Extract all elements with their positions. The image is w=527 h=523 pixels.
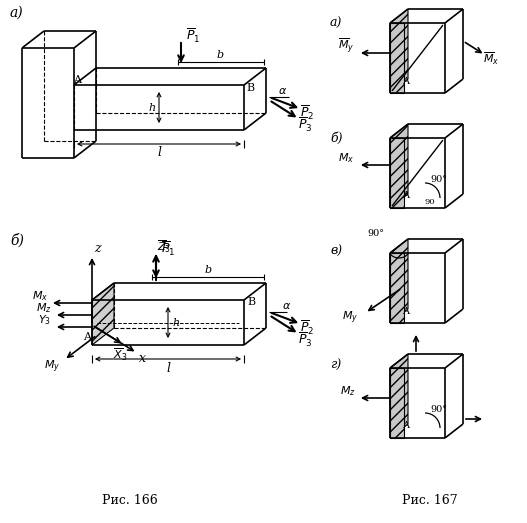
Text: $\overline{X}_3$: $\overline{X}_3$ — [113, 347, 127, 363]
Text: z: z — [94, 243, 100, 256]
Text: A: A — [403, 76, 409, 85]
Text: B: B — [247, 297, 255, 307]
Polygon shape — [390, 368, 404, 438]
Text: l: l — [166, 361, 170, 374]
Polygon shape — [92, 283, 114, 345]
Text: A: A — [403, 191, 409, 200]
Text: $\overline{Z}_3$: $\overline{Z}_3$ — [157, 238, 171, 255]
Text: $\overline{P}_2$: $\overline{P}_2$ — [300, 319, 314, 337]
Text: b: b — [204, 265, 211, 275]
Text: $M_x$: $M_x$ — [338, 151, 354, 165]
Text: б): б) — [10, 234, 24, 248]
Text: l: l — [157, 146, 161, 160]
Text: $\overline{P}_3$: $\overline{P}_3$ — [298, 331, 313, 349]
Text: A: A — [83, 332, 91, 342]
Polygon shape — [390, 138, 404, 208]
Polygon shape — [390, 239, 408, 323]
Text: x: x — [139, 351, 145, 365]
Text: h: h — [149, 103, 155, 113]
Polygon shape — [390, 354, 408, 438]
Polygon shape — [390, 23, 404, 93]
Text: $M_z$: $M_z$ — [340, 384, 356, 398]
Text: B: B — [246, 83, 254, 93]
Text: 90: 90 — [425, 198, 435, 206]
Text: 90°: 90° — [431, 176, 447, 185]
Text: г): г) — [330, 358, 341, 371]
Text: $M_z$: $M_z$ — [36, 301, 52, 315]
Text: 90°: 90° — [431, 405, 447, 415]
Text: 90°: 90° — [367, 230, 385, 238]
Text: $Y_3$: $Y_3$ — [38, 313, 52, 327]
Text: $\alpha$: $\alpha$ — [278, 86, 288, 96]
Polygon shape — [390, 253, 404, 323]
Text: A: A — [403, 422, 409, 430]
Text: $\overline{P}_2$: $\overline{P}_2$ — [300, 104, 314, 122]
Polygon shape — [390, 9, 408, 93]
Polygon shape — [390, 124, 408, 208]
Text: $\overline{P}_3$: $\overline{P}_3$ — [298, 116, 313, 134]
Text: Рис. 166: Рис. 166 — [102, 495, 158, 507]
Text: $\alpha$: $\alpha$ — [282, 301, 291, 311]
Text: $\overline{M}_x$: $\overline{M}_x$ — [483, 51, 499, 67]
Text: h: h — [172, 318, 180, 328]
Text: а): а) — [330, 17, 343, 29]
Text: A: A — [403, 306, 409, 315]
Text: Рис. 167: Рис. 167 — [402, 495, 458, 507]
Text: A: A — [73, 75, 81, 85]
Text: $M_y$: $M_y$ — [44, 359, 60, 375]
Text: $\overline{M}_y$: $\overline{M}_y$ — [338, 37, 354, 55]
Text: $\overline{P}_1$: $\overline{P}_1$ — [161, 240, 175, 258]
Text: $M_x$: $M_x$ — [32, 289, 48, 303]
Text: $M_y$: $M_y$ — [342, 310, 358, 326]
Text: $\overline{P}_1$: $\overline{P}_1$ — [186, 27, 200, 45]
Text: а): а) — [10, 6, 24, 20]
Text: в): в) — [330, 244, 342, 257]
Text: b: b — [217, 50, 223, 60]
Text: б): б) — [330, 131, 343, 144]
